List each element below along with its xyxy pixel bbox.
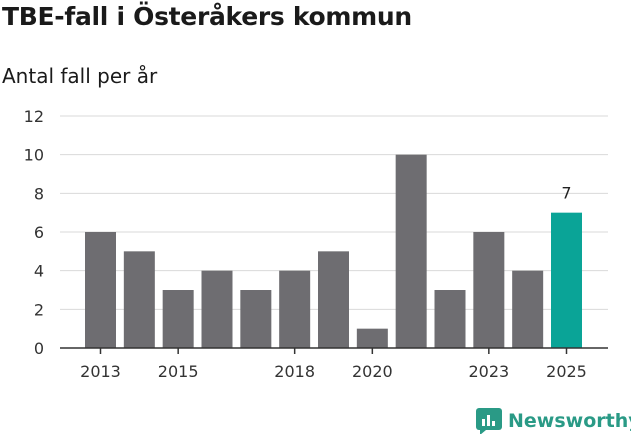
bar-2019 bbox=[318, 251, 349, 348]
chart-title: TBE-fall i Österåkers kommun bbox=[2, 2, 412, 31]
x-tick-label: 2018 bbox=[274, 362, 315, 381]
brand-name: Newsworthy bbox=[508, 410, 631, 432]
bar-2016 bbox=[201, 270, 233, 348]
bar-2013 bbox=[85, 232, 116, 348]
y-tick-label: 10 bbox=[24, 146, 44, 165]
y-tick-label: 12 bbox=[24, 107, 44, 126]
bar-2023 bbox=[473, 232, 505, 348]
bar-2015 bbox=[162, 290, 194, 348]
x-tick-label: 2023 bbox=[468, 362, 509, 381]
bar-2017 bbox=[240, 290, 272, 348]
y-tick-label: 0 bbox=[34, 339, 44, 358]
y-tick-label: 4 bbox=[34, 262, 44, 281]
bar-2021 bbox=[395, 154, 427, 348]
y-tick-label: 8 bbox=[34, 184, 44, 203]
newsworthy-logo-icon bbox=[476, 408, 502, 434]
bar-2014 bbox=[123, 251, 155, 348]
bar-2025 bbox=[551, 212, 582, 348]
brand-logo: Newsworthy bbox=[476, 408, 631, 434]
data-label: 7 bbox=[561, 184, 571, 203]
x-tick-label: 2025 bbox=[546, 362, 587, 381]
bar-2020 bbox=[356, 328, 388, 348]
x-tick-label: 2015 bbox=[158, 362, 199, 381]
bar-chart: 0 2 4 6 8 10 12 7 2013 2015 2018 2020 2023 2025 bbox=[24, 107, 608, 381]
bar-2018 bbox=[279, 270, 311, 348]
bar-2022 bbox=[434, 290, 466, 348]
x-tick-label: 2013 bbox=[80, 362, 121, 381]
chart-subtitle: Antal fall per år bbox=[2, 64, 158, 88]
y-tick-label: 2 bbox=[34, 300, 44, 319]
x-tick-label: 2020 bbox=[352, 362, 393, 381]
bar-2024 bbox=[512, 270, 544, 348]
y-tick-label: 6 bbox=[34, 223, 44, 242]
